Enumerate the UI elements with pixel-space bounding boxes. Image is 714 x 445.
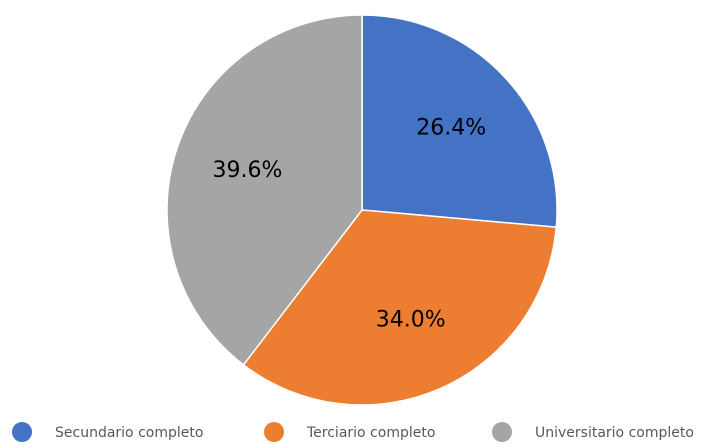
data-label: 39.6% (213, 158, 283, 183)
pie-slice (361, 14, 558, 228)
pie-slice (242, 209, 558, 406)
legend-marker (492, 422, 512, 442)
legend-marker (12, 422, 32, 442)
data-label: 34.0% (376, 308, 446, 333)
legend-label: Secundario completo (55, 425, 203, 441)
legend-label: Terciario completo (306, 425, 435, 441)
data-label: 26.4% (416, 115, 486, 140)
pie-slice (166, 14, 363, 366)
legend-label: Universitario completo (535, 425, 694, 441)
legend-marker (264, 422, 284, 442)
